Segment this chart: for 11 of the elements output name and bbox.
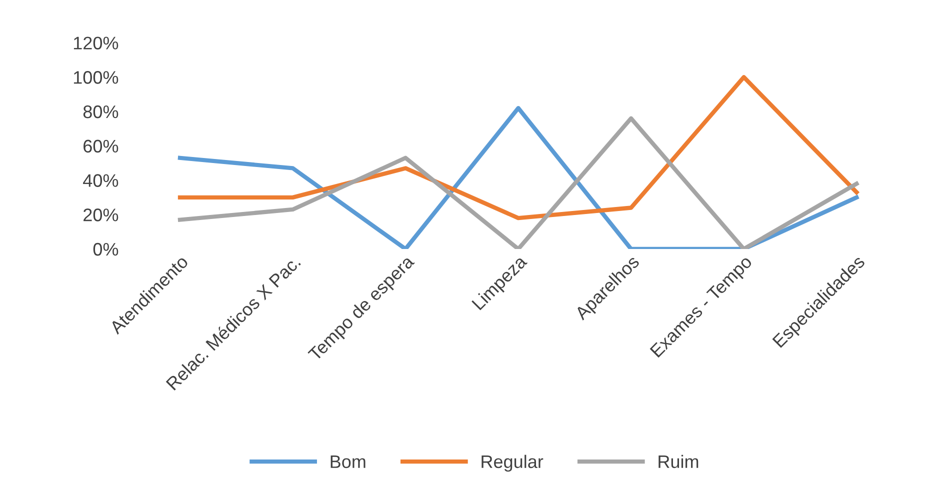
y-tick-label: 100% xyxy=(74,71,118,84)
y-tick-label: 20% xyxy=(84,208,118,222)
y-tick-label: 60% xyxy=(84,140,118,153)
y-tick-label: 0% xyxy=(93,242,118,256)
line-series xyxy=(178,75,859,220)
legend-label: Regular xyxy=(482,454,544,472)
y-tick-label: 80% xyxy=(83,105,118,118)
legend-label: Ruim xyxy=(658,454,698,468)
y-tick-label: 120% xyxy=(74,36,118,50)
legend-label: Bom xyxy=(330,455,366,468)
y-tick-label: 40% xyxy=(83,174,118,187)
